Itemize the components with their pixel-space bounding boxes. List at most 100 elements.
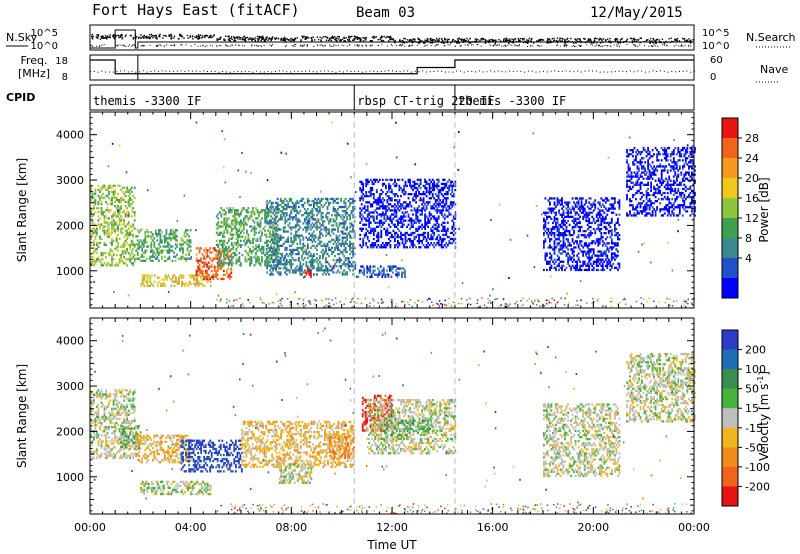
power-echo-cell — [235, 217, 238, 220]
power-echo-cell — [129, 243, 132, 247]
noise-point — [451, 40, 454, 42]
power-echo-cell — [372, 229, 375, 232]
power-echo-cell — [224, 257, 227, 260]
power-echo-cell — [299, 271, 302, 274]
power-echo-cell — [335, 197, 338, 201]
noise-point — [213, 34, 215, 36]
power-echo-cell — [267, 222, 270, 225]
noise-point — [205, 34, 207, 37]
noise-point — [159, 35, 161, 38]
power-echo-cell — [121, 260, 124, 263]
noise-point — [204, 36, 206, 39]
power-echo-cell — [279, 216, 282, 219]
power-echo-cell — [244, 260, 247, 263]
power-echo-cell — [337, 246, 339, 250]
power-echo-cell — [264, 211, 266, 214]
power-echo-cell — [275, 248, 277, 252]
power-echo-cell — [163, 284, 165, 287]
power-echo-cell — [237, 209, 239, 212]
power-echo-cell — [317, 205, 320, 209]
power-echo-cell — [378, 201, 381, 204]
power-echo-cell — [219, 253, 222, 256]
power-echo-cell — [205, 274, 208, 277]
power-echo-cell — [266, 259, 268, 262]
noise-point — [317, 38, 320, 41]
power-echo-cell — [302, 222, 305, 225]
power-echo-cell — [385, 209, 387, 212]
nave-point — [675, 71, 677, 73]
noise-point — [304, 37, 307, 40]
nave-point — [380, 71, 382, 72]
power-echo-cell — [393, 265, 396, 268]
power-echo-cell — [279, 252, 282, 256]
noise-point — [359, 37, 362, 39]
power-echo-cell — [550, 232, 553, 235]
nsearch-point — [532, 45, 534, 47]
power-echo-cell — [377, 207, 380, 210]
power-echo-cell — [96, 229, 98, 232]
power-echo-cell — [343, 248, 345, 252]
power-echo-cell — [546, 252, 548, 255]
power-echo-cell — [229, 260, 232, 263]
noise-point — [233, 36, 235, 39]
power-echo-cell — [201, 271, 204, 274]
power-echo-cell — [340, 242, 342, 245]
power-echo-cell — [310, 216, 312, 219]
noise-sky-trace — [90, 29, 695, 49]
power-echo-cell — [349, 236, 351, 239]
power-echo-cell — [340, 267, 342, 270]
noise-point — [325, 39, 328, 41]
power-echo-cell — [100, 203, 103, 206]
power-echo-cell — [415, 211, 417, 214]
power-echo-cell — [268, 258, 271, 261]
power-echo-cell — [126, 233, 128, 236]
power-echo-cell — [343, 222, 345, 225]
power-echo-cell — [121, 249, 124, 253]
power-echo-cell — [434, 227, 437, 230]
nsearch-point — [436, 44, 438, 46]
power-echo-cell — [198, 273, 201, 276]
power-echo-cell — [145, 235, 148, 238]
power-echo-cell — [410, 223, 413, 226]
power-echo-cell — [270, 257, 273, 260]
power-echo-cell — [337, 244, 339, 247]
power-echo-cell — [221, 241, 224, 245]
freq-step-line — [90, 59, 694, 75]
power-echo-cell — [167, 245, 169, 248]
power-echo-cell — [350, 263, 353, 266]
power-echo-cell — [266, 208, 268, 211]
power-echo-cell — [185, 259, 187, 262]
power-echo-cell — [418, 221, 420, 224]
noise-point — [257, 40, 259, 42]
power-echo-cell — [410, 242, 413, 245]
power-echo-cell — [322, 222, 324, 225]
noise-point — [414, 38, 416, 40]
power-echo-cell — [397, 207, 399, 210]
power-echo-cell — [407, 205, 410, 208]
power-echo-cell — [115, 247, 118, 251]
power-echo-cell — [415, 213, 417, 216]
power-echo-cell — [449, 180, 452, 183]
power-echo-cell — [335, 244, 338, 247]
nave-point — [305, 70, 307, 72]
power-echo-cell — [144, 259, 147, 262]
power-echo-cell — [132, 194, 135, 198]
power-echo-cell — [91, 209, 94, 212]
noise-point — [401, 39, 403, 42]
noise-point — [201, 35, 204, 37]
power-echo-cell — [436, 221, 439, 224]
power-echo-cell — [197, 269, 199, 272]
power-echo-cell — [102, 264, 104, 267]
power-echo-cell — [413, 186, 416, 190]
power-echo-cell — [311, 263, 314, 266]
power-echo-cell — [267, 239, 269, 242]
power-echo-cell — [273, 238, 276, 241]
power-echo-cell — [174, 255, 177, 258]
power-echo-cell — [106, 262, 109, 265]
power-echo-cell — [285, 252, 288, 256]
power-echo-cell — [299, 220, 302, 223]
power-echo-cell — [275, 250, 277, 254]
power-echo-cell — [258, 225, 260, 228]
power-echo-cell — [273, 234, 276, 237]
power-echo-cell — [378, 223, 381, 226]
